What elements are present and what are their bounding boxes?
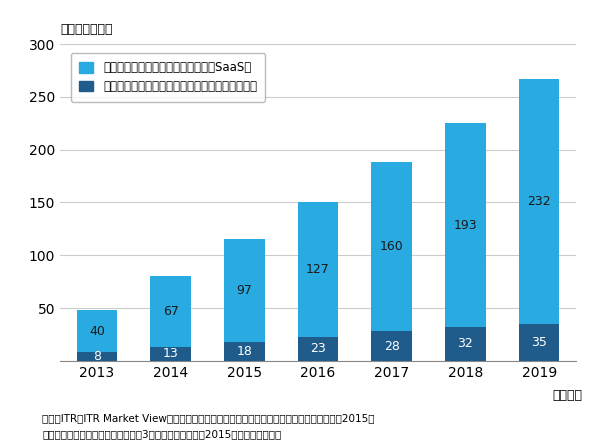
Text: ＊ベンダーの売上金額を対象とし，3月期ベースで换算。2015年度以降は予測値: ＊ベンダーの売上金額を対象とし，3月期ベースで换算。2015年度以降は予測値 xyxy=(42,429,281,439)
Text: 193: 193 xyxy=(454,219,477,231)
Bar xyxy=(151,347,191,361)
Bar xyxy=(151,276,191,347)
Bar xyxy=(371,331,412,361)
Bar xyxy=(445,327,486,361)
Text: 160: 160 xyxy=(380,240,404,253)
Bar xyxy=(224,342,265,361)
Bar xyxy=(298,337,338,361)
Text: 127: 127 xyxy=(306,263,330,276)
Bar xyxy=(224,239,265,342)
Text: 40: 40 xyxy=(89,325,105,338)
Text: 23: 23 xyxy=(310,342,326,355)
Bar xyxy=(77,310,117,352)
Text: 出典：ITR『ITR Market View：エンタープライズ・モバイル管理／スマートアプリ開発市場2015』: 出典：ITR『ITR Market View：エンタープライズ・モバイル管理／ス… xyxy=(42,414,374,424)
Bar xyxy=(371,162,412,331)
Text: （年度）: （年度） xyxy=(552,389,582,403)
Text: （単位：億円）: （単位：億円） xyxy=(60,22,113,36)
Text: 13: 13 xyxy=(163,348,178,360)
Text: 35: 35 xyxy=(531,336,547,349)
Bar xyxy=(77,352,117,361)
Text: 8: 8 xyxy=(93,350,101,363)
Bar xyxy=(445,123,486,327)
Legend: エンタープライズ・モバイル管理（SaaS）, エンタープライズ・モバイル管理（パッケージ）: エンタープライズ・モバイル管理（SaaS）, エンタープライズ・モバイル管理（パ… xyxy=(71,53,265,102)
Text: 28: 28 xyxy=(384,340,400,352)
Text: 32: 32 xyxy=(458,337,473,350)
Bar xyxy=(519,324,559,361)
Bar xyxy=(519,79,559,324)
Text: 18: 18 xyxy=(236,345,252,358)
Text: 67: 67 xyxy=(163,305,179,318)
Bar xyxy=(298,202,338,337)
Text: 97: 97 xyxy=(236,284,252,297)
Text: 232: 232 xyxy=(527,195,551,208)
